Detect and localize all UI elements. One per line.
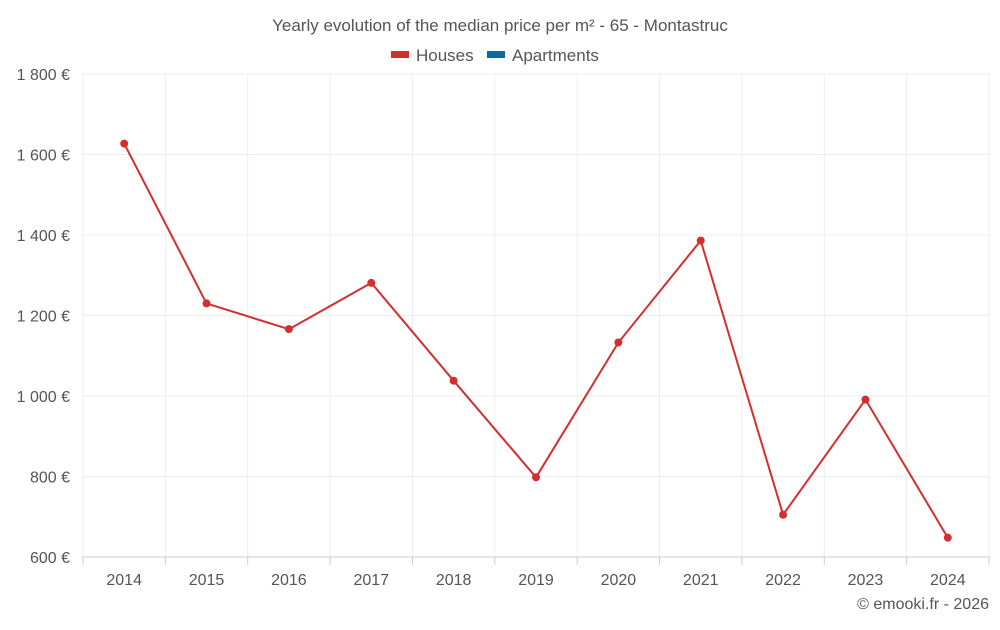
x-tick-label: 2023 [848, 572, 884, 589]
y-axis-ticks: 600 € 800 € 1 000 € 1 200 € 1 400 € 1 600 € 1 … [17, 67, 70, 567]
y-tick-label: 600 € [30, 550, 70, 567]
data-point-houses[interactable] [779, 510, 788, 519]
x-tick-label: 2019 [518, 572, 554, 589]
data-point-houses[interactable] [614, 338, 623, 347]
data-point-houses[interactable] [449, 376, 458, 385]
x-tick-label: 2017 [353, 572, 389, 589]
legend-label-houses: Houses [416, 46, 474, 65]
x-tick-label: 2015 [189, 572, 225, 589]
data-point-houses[interactable] [861, 395, 870, 404]
legend-item-apartments[interactable]: Apartments [487, 46, 599, 65]
legend-item-houses[interactable]: Houses [391, 46, 474, 65]
x-tick-label: 2018 [436, 572, 472, 589]
y-tick-label: 1 200 € [17, 309, 70, 326]
x-axis-ticks: 2014 2015 2016 2017 2018 2019 2020 2021 2022 2023… [106, 572, 965, 589]
legend-label-apartments: Apartments [512, 46, 599, 65]
data-point-houses[interactable] [367, 278, 376, 287]
x-tick-label: 2014 [106, 572, 142, 589]
data-point-houses[interactable] [696, 236, 705, 245]
credit-text: © emooki.fr - 2026 [857, 596, 989, 613]
y-tick-label: 1 800 € [17, 67, 70, 84]
y-tick-label: 1 600 € [17, 148, 70, 165]
legend-swatch-apartments [487, 51, 505, 58]
data-point-houses[interactable] [202, 299, 211, 308]
chart-title: Yearly evolution of the median price per… [272, 16, 728, 35]
data-point-houses[interactable] [284, 325, 293, 334]
data-points [120, 139, 952, 542]
x-tick-label: 2016 [271, 572, 307, 589]
y-tick-label: 800 € [30, 470, 70, 487]
legend-swatch-houses [391, 51, 409, 58]
x-tick-label: 2021 [683, 572, 719, 589]
data-point-houses[interactable] [943, 533, 952, 542]
legend: Houses Apartments [391, 46, 599, 65]
y-tick-label: 1 400 € [17, 228, 70, 245]
data-point-houses[interactable] [120, 139, 129, 148]
axes [82, 556, 990, 565]
x-tick-label: 2020 [601, 572, 637, 589]
grid [82, 73, 990, 557]
x-tick-label: 2022 [765, 572, 801, 589]
x-tick-label: 2024 [930, 572, 966, 589]
y-tick-label: 1 000 € [17, 389, 70, 406]
data-point-houses[interactable] [532, 473, 540, 482]
